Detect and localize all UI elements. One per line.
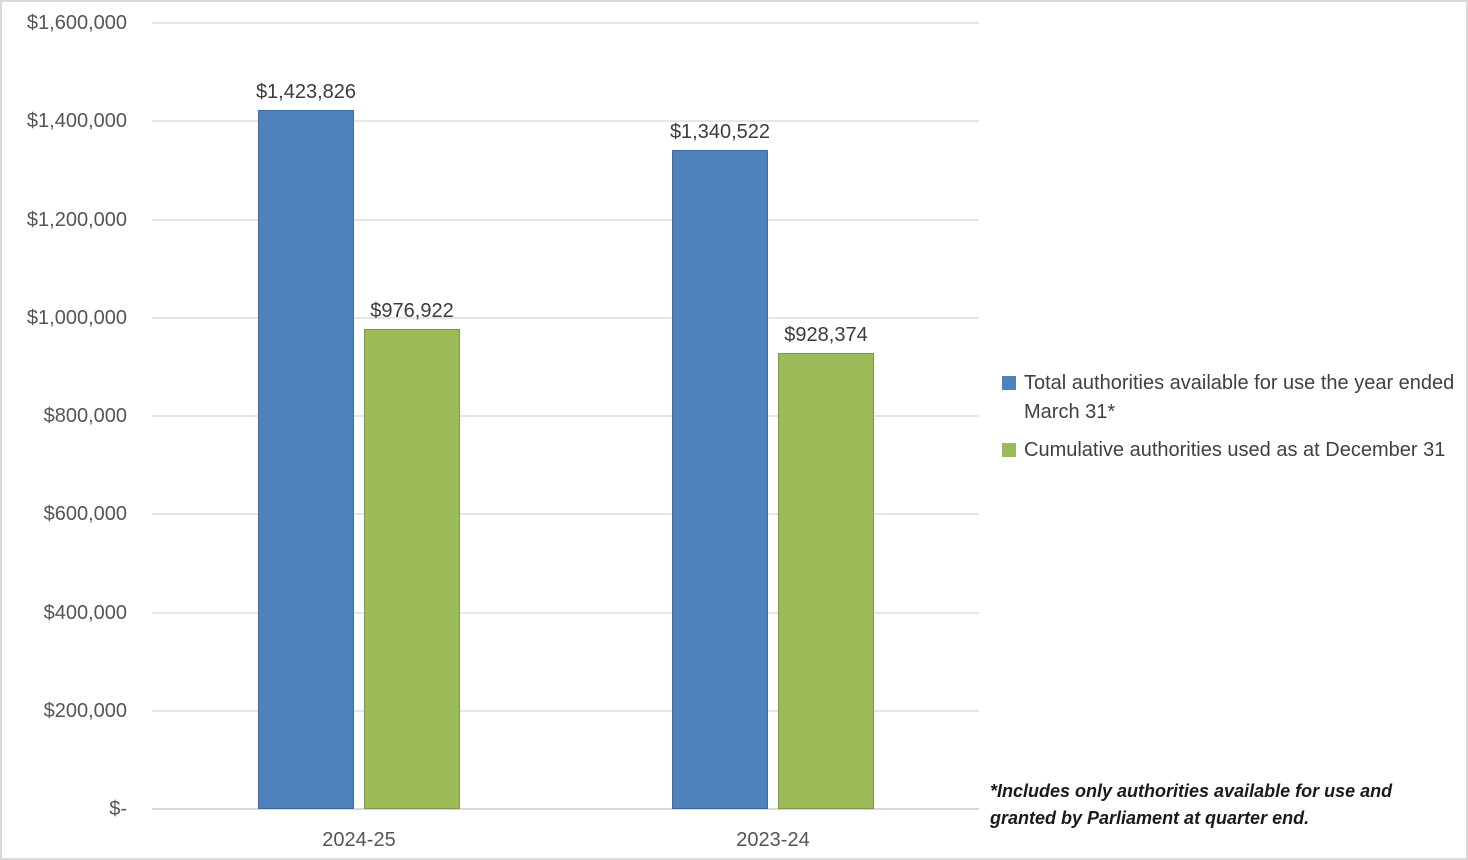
gridline <box>152 316 979 319</box>
y-axis-tick-label: $400,000 <box>43 601 127 624</box>
gridline <box>152 709 979 712</box>
legend-item-cumulative-authorities: Cumulative authorities used as at Decemb… <box>1002 436 1464 465</box>
bar-total-authorities-2023-24 <box>672 150 768 809</box>
y-axis-tick-label: $- <box>109 798 127 820</box>
bar-value-label: $928,374 <box>784 323 868 346</box>
legend-swatch-green-icon <box>1002 443 1016 457</box>
y-axis-tick-label: $1,400,000 <box>26 110 127 133</box>
legend-item-total-authorities: Total authorities available for use the … <box>1002 369 1464 427</box>
x-category-label: 2023-24 <box>736 829 810 851</box>
y-axis-tick-label: $800,000 <box>43 405 127 427</box>
y-axis-tick-label: $1,200,000 <box>26 208 127 231</box>
y-axis-tick-label: $1,000,000 <box>26 306 127 329</box>
legend-label-cumulative-authorities: Cumulative authorities used as at Decemb… <box>1024 439 1446 461</box>
y-axis-tick-label: $200,000 <box>43 699 127 722</box>
footnote: *Includes only authorities available for… <box>990 781 1393 828</box>
legend-swatch-blue-icon <box>1002 376 1016 390</box>
bar-value-label: $976,922 <box>370 300 454 323</box>
gridline <box>152 218 979 221</box>
legend: Total authorities available for use the … <box>1002 369 1464 474</box>
bar-value-label: $1,340,522 <box>669 121 771 144</box>
y-axis-tick-label: $600,000 <box>43 503 127 526</box>
gridline <box>152 513 979 516</box>
bar-cumulative-authorities-2024-25 <box>364 329 460 809</box>
gridline <box>152 120 979 123</box>
y-axis-tick-label: $1,600,000 <box>26 12 127 34</box>
gridline <box>152 415 979 417</box>
gridline <box>152 22 979 24</box>
bar-cumulative-authorities-2023-24 <box>778 352 874 809</box>
bar-total-authorities-2024-25 <box>258 109 354 809</box>
x-axis-line <box>152 808 979 810</box>
gridline <box>152 611 979 614</box>
bar-value-label: $1,423,826 <box>255 80 357 103</box>
x-category-label: 2024-25 <box>322 829 396 851</box>
legend-label-total-authorities: Total authorities available for use the … <box>1024 372 1455 423</box>
